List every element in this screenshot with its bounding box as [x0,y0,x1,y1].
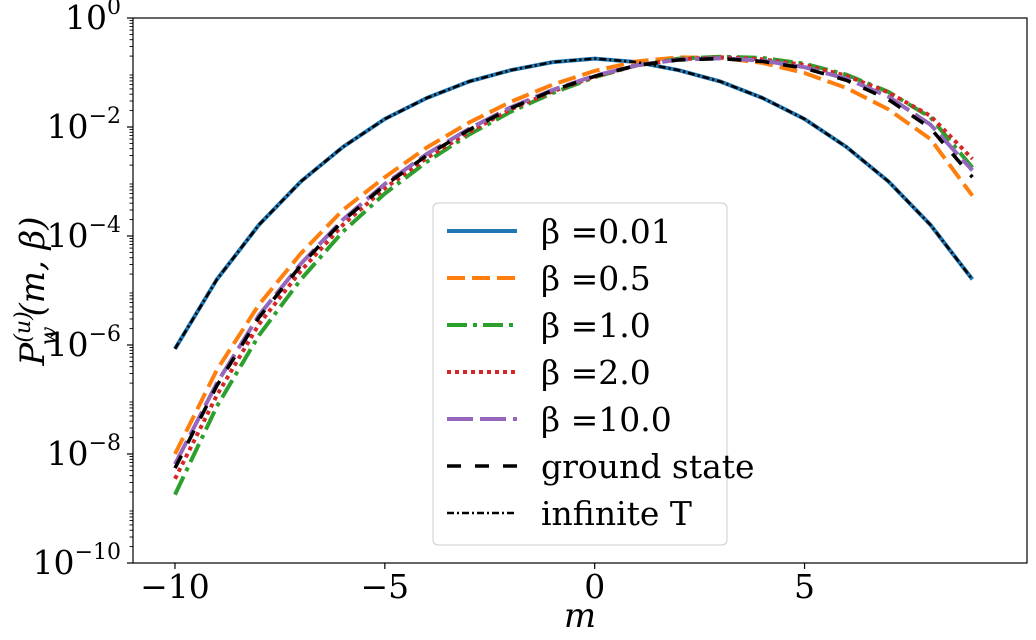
y-tick-exponent: −4 [89,213,121,238]
x-axis-ticks: −10 −5 0 5 [140,563,815,606]
legend-entry-label: β =1.0 [541,306,651,345]
x-tick-label: −5 [361,567,410,606]
series-layer [173,54,975,496]
y-axis-label: P(u)w(m, β) [11,216,62,366]
plot-frame [132,17,1028,564]
legend-entry-label: β =0.01 [541,212,672,251]
legend-entry-label: infinite T [541,494,692,533]
y-tick-exponent: −2 [89,104,121,129]
y-tick-label: 10−8 [47,431,121,473]
y-tick-base: 10 [65,0,107,37]
y-tick-exponent: −8 [89,431,121,456]
series-line-6 [173,57,974,350]
y-tick-label: 100 [65,0,121,37]
y-tick-base: 10 [47,216,89,255]
legend-entry-label: β =2.0 [541,353,651,392]
y-tick-base: 10 [33,543,75,582]
y-tick-base: 10 [47,325,89,364]
series-line-5 [173,56,974,470]
legend-entry-label: ground state [541,447,755,486]
y-tick-exponent: −10 [75,540,121,565]
legend-box [432,202,728,546]
y-tick-exponent: 0 [107,0,121,20]
x-tick-label: −10 [140,567,210,606]
legend-entry-label: β =10.0 [541,400,672,439]
x-axis-label: m [564,596,596,636]
y-tick-label: 10−6 [47,322,121,364]
x-tick-label: 0 [584,567,605,606]
y-tick-label: 10−10 [33,540,121,582]
y-tick-label: 10−4 [47,213,121,255]
y-tick-label: 10−2 [47,104,121,146]
legend: β =0.01 β =0.5 β =1.0 β =2.0 β =10.0 ground s… [432,202,755,546]
x-tick-label: 5 [794,567,815,606]
y-tick-base: 10 [47,107,89,146]
legend-entry-label: β =0.5 [541,259,651,298]
y-tick-base: 10 [47,434,89,473]
y-axis-label-text: P(u)w(m, β) [11,216,62,366]
series-line-1 [173,55,975,455]
y-tick-exponent: −6 [89,322,121,347]
